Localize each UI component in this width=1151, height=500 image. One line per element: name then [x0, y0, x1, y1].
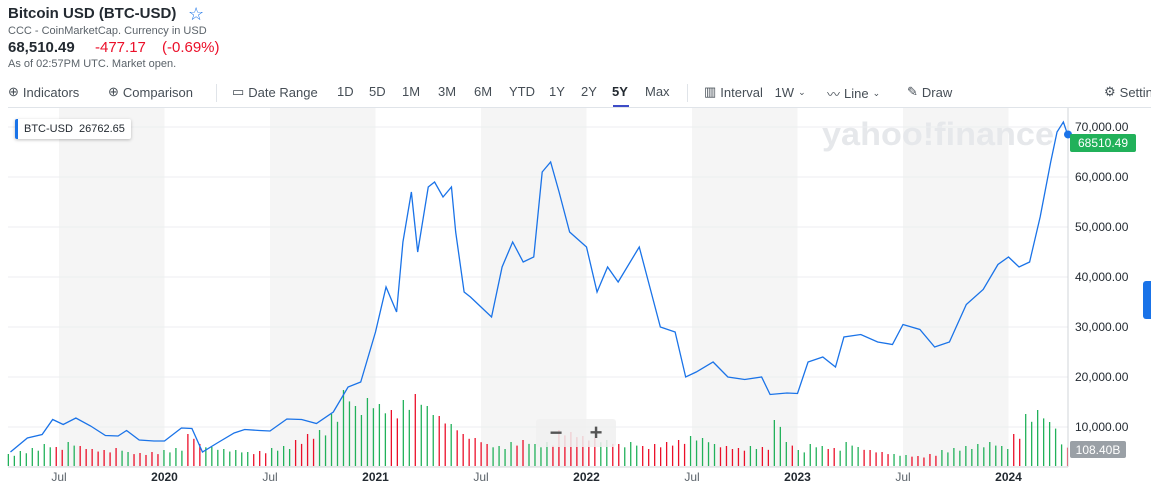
legend-symbol: BTC-USD: [24, 123, 73, 135]
range-1m[interactable]: 1M: [402, 84, 421, 99]
plus-circle-icon: ⊕: [8, 84, 19, 99]
interval-icon: ▥: [704, 84, 717, 99]
range-1d[interactable]: 1D: [337, 84, 354, 99]
range-3m[interactable]: 3M: [438, 84, 457, 99]
active-range-underline: [613, 105, 629, 108]
volume-badge: [1070, 441, 1126, 458]
comparison-button[interactable]: ⊕ Comparison: [108, 84, 193, 100]
page-title: Bitcoin USD (BTC-USD): [8, 5, 177, 22]
date-range-button[interactable]: ▭ Date Range: [232, 84, 318, 100]
y-tick-label: 40,000.00: [1075, 270, 1129, 284]
range-max[interactable]: Max: [645, 84, 670, 99]
divider: [687, 84, 688, 102]
range-2y[interactable]: 2Y: [581, 84, 597, 99]
x-tick-label: 2023: [784, 470, 811, 484]
settings-label: Settings: [1119, 84, 1151, 100]
volume-label: 108.40B: [1076, 443, 1121, 457]
y-tick-label: 10,000.00: [1075, 420, 1129, 434]
y-tick-label: 20,000.00: [1075, 370, 1129, 384]
x-tick-label: Jul: [895, 470, 910, 484]
zoom-in-button[interactable]: +: [589, 420, 603, 445]
chevron-down-icon: ⌄: [798, 86, 806, 97]
legend-value: 26762.65: [79, 123, 125, 135]
settings-button[interactable]: ⚙Settings: [1104, 84, 1151, 100]
indicators-button[interactable]: ⊕ Indicators: [8, 84, 79, 100]
draw-label: Draw: [921, 84, 953, 100]
x-tick-label: Jul: [684, 470, 699, 484]
zoom-out-button[interactable]: −: [549, 420, 563, 445]
current-price: 68,510.49: [8, 39, 75, 56]
interval-label: Interval: [720, 84, 763, 100]
toolbar-divider: [8, 107, 1151, 108]
x-tick-label: 2022: [573, 470, 600, 484]
interval-dropdown[interactable]: ▥ Interval 1W ⌄: [704, 84, 806, 100]
x-tick-label: Jul: [262, 470, 277, 484]
price-change: -477.17: [95, 39, 146, 56]
gear-icon: ⚙: [1104, 84, 1116, 99]
x-tick-label: 2024: [995, 470, 1022, 484]
range-5d[interactable]: 5D: [369, 84, 386, 99]
range-ytd[interactable]: YTD: [509, 84, 535, 99]
interval-value: 1W: [774, 84, 795, 100]
draw-button[interactable]: ✎ Draw: [907, 84, 952, 100]
indicators-label: Indicators: [22, 84, 80, 100]
pencil-icon: ✎: [907, 84, 918, 99]
side-panel-toggle[interactable]: [1143, 281, 1151, 319]
price-line: [10, 120, 1069, 453]
zoom-controls: − +: [536, 419, 616, 447]
star-icon[interactable]: ☆: [188, 4, 205, 24]
period-band: [903, 108, 1009, 467]
chart-type-label: Line: [844, 86, 869, 101]
y-tick-label: 70,000.00: [1075, 120, 1129, 134]
plus-circle-icon: ⊕: [108, 84, 119, 99]
date-range-label: Date Range: [248, 84, 318, 100]
price-change-percent: (-0.69%): [162, 39, 220, 56]
line-chart-icon: 〰: [827, 87, 841, 102]
y-tick-label: 50,000.00: [1075, 220, 1129, 234]
chevron-down-icon: ⌄: [872, 88, 881, 98]
x-tick-label: 2021: [362, 470, 389, 484]
period-band: [692, 108, 798, 467]
last-price-badge: [1070, 134, 1136, 152]
calendar-icon: ▭: [232, 84, 245, 99]
period-band: [270, 108, 376, 467]
source-info: CCC - CoinMarketCap. Currency in USD: [8, 25, 207, 37]
period-band: [59, 108, 165, 467]
range-5y[interactable]: 5Y: [612, 84, 628, 99]
y-tick-label: 60,000.00: [1075, 170, 1129, 184]
period-band: [481, 108, 587, 467]
range-6m[interactable]: 6M: [474, 84, 493, 99]
x-tick-label: 2020: [151, 470, 178, 484]
timestamp: As of 02:57PM UTC. Market open.: [8, 58, 177, 70]
y-tick-label: 30,000.00: [1075, 320, 1129, 334]
x-tick-label: Jul: [473, 470, 488, 484]
chart-type-dropdown[interactable]: 〰 Line ⌄: [827, 84, 880, 103]
range-1y[interactable]: 1Y: [549, 84, 565, 99]
yahoo-finance-watermark: yahoo!finance: [822, 116, 1054, 152]
last-price-label: 68510.49: [1078, 136, 1128, 150]
x-tick-label: Jul: [51, 470, 66, 484]
legend[interactable]: BTC-USD 26762.65: [15, 119, 131, 139]
divider: [216, 84, 217, 102]
comparison-label: Comparison: [122, 84, 193, 100]
